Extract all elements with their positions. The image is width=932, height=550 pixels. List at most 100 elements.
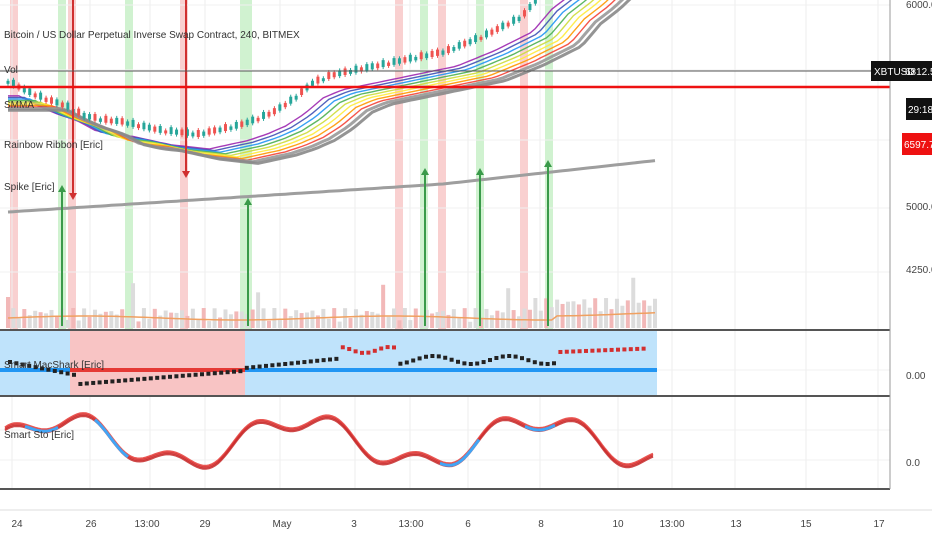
macd-marker xyxy=(436,354,441,359)
indicator-spike[interactable]: Spike [Eric] xyxy=(4,182,55,193)
volume-bar xyxy=(517,316,522,328)
macd-marker xyxy=(136,377,140,382)
spike-arrow-up-head xyxy=(476,168,484,175)
candle-body xyxy=(213,127,217,134)
volume-bar xyxy=(647,305,652,328)
macd-marker xyxy=(520,356,524,361)
symbol-tag-label: XBTUSD xyxy=(874,67,915,78)
candle-body xyxy=(98,118,102,122)
macshark-title[interactable]: Smart MacShark [Eric] xyxy=(4,360,104,371)
macd-marker xyxy=(33,365,38,370)
candle-body xyxy=(403,57,407,63)
candle-body xyxy=(446,46,450,54)
volume-bar xyxy=(190,308,195,328)
macd-marker xyxy=(468,361,473,366)
time-axis[interactable]: 24 26 13:00 29 May 3 13:00 6 8 10 13:00 13 15 17 xyxy=(11,519,885,530)
signal-band xyxy=(58,0,66,330)
candle-body xyxy=(408,54,412,62)
spike-arrow-down-head xyxy=(182,171,190,178)
indicator-smma[interactable]: SMMA xyxy=(4,100,34,111)
volume-bar xyxy=(364,311,369,328)
volume-bar xyxy=(527,309,532,328)
macd-marker xyxy=(180,373,185,378)
signal-band xyxy=(240,0,252,330)
candle-body xyxy=(495,26,499,32)
macd-marker xyxy=(78,381,83,386)
volume-bar xyxy=(136,321,141,328)
candle-body xyxy=(262,111,266,119)
red-level-label: 6597.7 xyxy=(904,140,932,151)
candle-body xyxy=(501,22,505,30)
macd-marker xyxy=(398,361,403,366)
sto-oversold-line xyxy=(524,423,556,432)
candle-body xyxy=(207,128,211,135)
macd-marker xyxy=(238,369,243,374)
symbol-price-tag[interactable] xyxy=(871,61,932,81)
volume-bar xyxy=(446,314,451,328)
macd-marker xyxy=(174,374,179,379)
volume-bar xyxy=(593,298,598,328)
spike-arrow-up-head xyxy=(544,160,552,167)
volume-bar xyxy=(158,315,163,328)
macd-marker xyxy=(475,361,480,366)
macd-marker xyxy=(65,371,70,376)
candle-body xyxy=(479,36,483,40)
volume-bar xyxy=(92,309,97,328)
volume-bar xyxy=(381,284,386,328)
candle-body xyxy=(115,117,119,124)
volume-bar xyxy=(212,308,217,328)
candle-body xyxy=(147,124,151,131)
volume-bar xyxy=(261,308,266,328)
volume-bar xyxy=(305,312,310,328)
volume-bar xyxy=(125,317,130,328)
volume-bar xyxy=(228,314,233,328)
volume-bar xyxy=(22,309,27,328)
volume-bar xyxy=(163,310,168,328)
candle-body xyxy=(153,126,157,132)
x-tick-label: 24 xyxy=(11,519,23,530)
candle-body xyxy=(533,0,537,4)
volume-bar xyxy=(614,298,619,328)
smart-sto-title[interactable]: Smart Sto [Eric] xyxy=(4,430,74,441)
volume-bar xyxy=(65,319,70,328)
candle-body xyxy=(397,58,401,64)
candle-body xyxy=(55,99,59,106)
volume-bar xyxy=(479,318,484,328)
volume-bar xyxy=(147,318,152,328)
macd-marker xyxy=(91,380,96,385)
candle-body xyxy=(376,63,380,69)
candle-body xyxy=(349,69,353,74)
volume-bar xyxy=(71,308,76,328)
volume-bar xyxy=(109,311,114,328)
volume-bar xyxy=(500,312,505,328)
candle-body xyxy=(343,68,347,75)
x-tick-label: 3 xyxy=(351,519,357,530)
indicator-rainbow-ribbon[interactable]: Rainbow Ribbon [Eric] xyxy=(4,140,103,151)
macd-marker xyxy=(321,358,326,363)
macd-marker xyxy=(590,348,595,353)
candle-body xyxy=(338,70,342,77)
macd-marker xyxy=(219,370,224,375)
macd-marker xyxy=(27,363,32,368)
candle-body xyxy=(196,130,200,138)
macd-marker xyxy=(417,356,422,361)
macd-marker xyxy=(142,376,147,381)
candle-body xyxy=(185,129,189,136)
volume-bar xyxy=(256,292,261,328)
volume-bar xyxy=(277,319,282,328)
volume-bar xyxy=(288,316,293,328)
candle-body xyxy=(517,16,521,22)
symbol-title[interactable]: Bitcoin / US Dollar Perpetual Inverse Sw… xyxy=(4,30,300,41)
candle-body xyxy=(512,16,516,24)
volume-bar xyxy=(392,308,397,328)
macd-marker xyxy=(104,379,108,384)
macd-marker xyxy=(366,350,371,355)
volume-bar xyxy=(348,318,353,328)
macd-marker xyxy=(302,360,307,365)
y-tick-label: 5000.0 xyxy=(906,202,932,213)
candle-body xyxy=(490,29,494,35)
candle-body xyxy=(484,30,488,38)
indicator-vol[interactable]: Vol xyxy=(4,65,18,76)
macd-marker xyxy=(123,378,128,383)
